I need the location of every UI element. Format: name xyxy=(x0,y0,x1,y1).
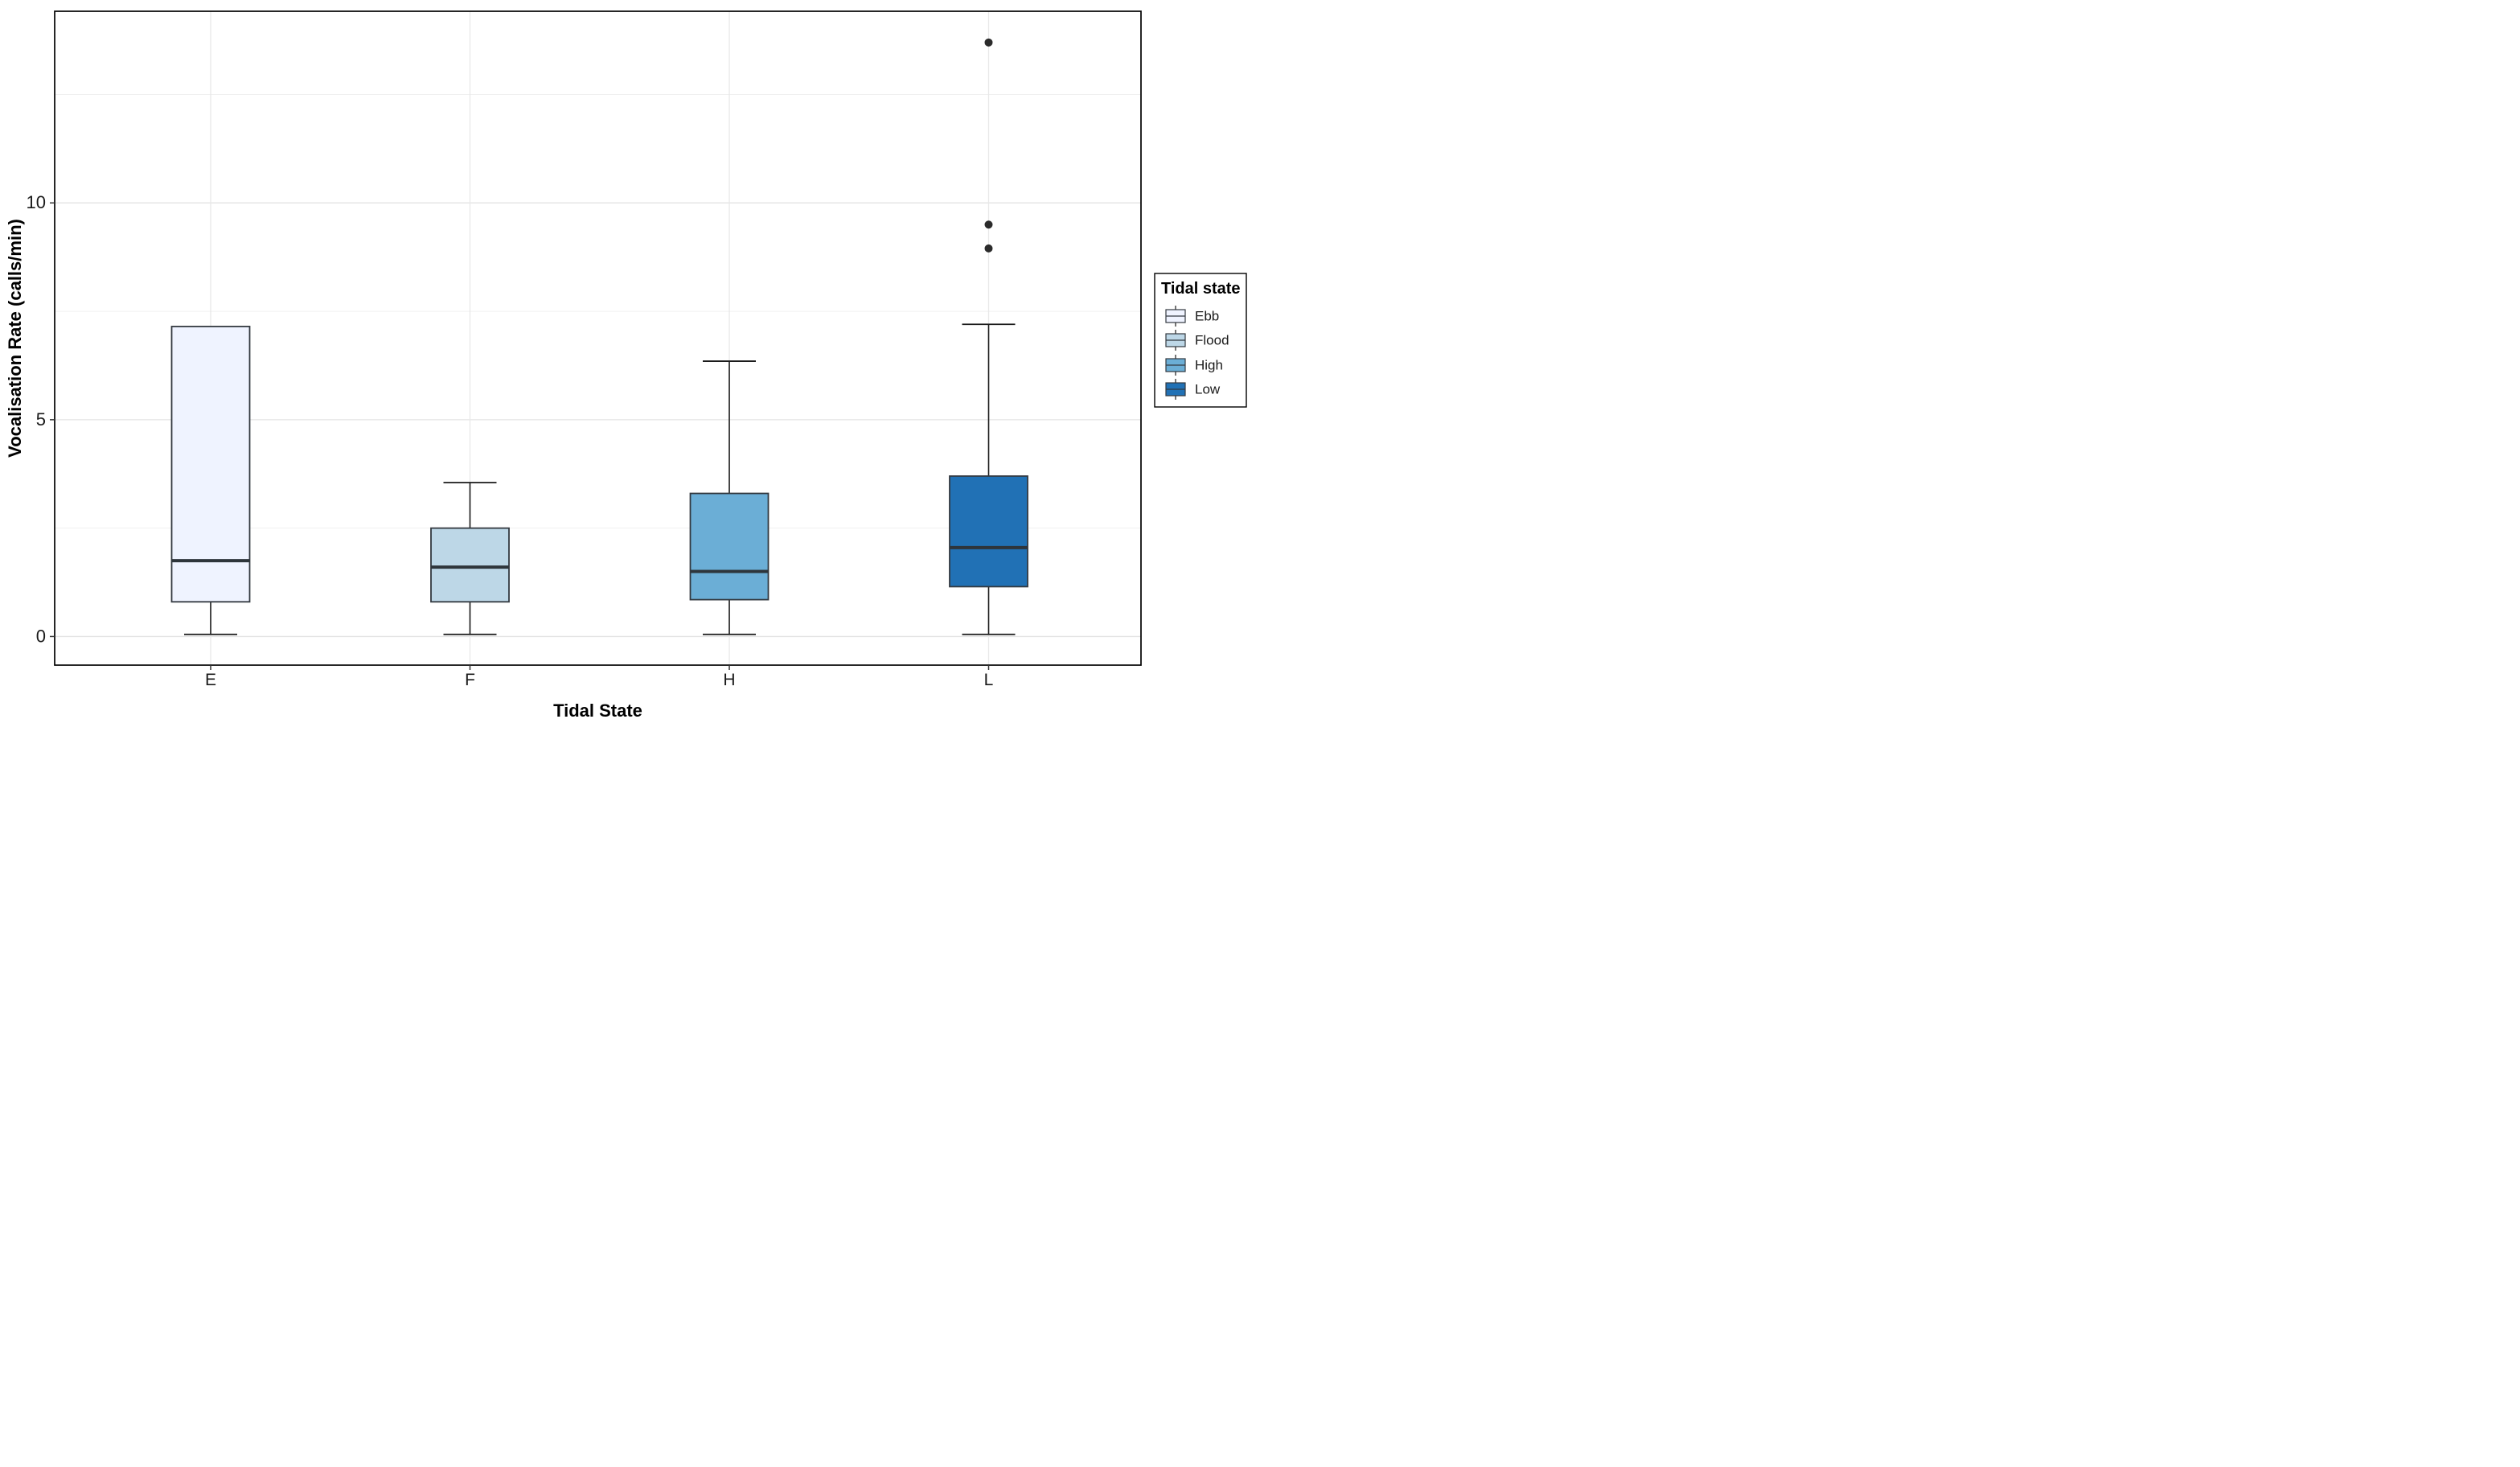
outlier-point-L xyxy=(984,38,993,47)
x-axis-title: Tidal State xyxy=(553,701,642,721)
boxplot-box-H xyxy=(689,492,770,601)
legend-title: Tidal state xyxy=(1161,280,1241,298)
legend-label-Low: Low xyxy=(1195,381,1221,397)
tidal-state-vocalisation-boxplot: 0 5 10 E F H L Vocalisation Rate (calls/min) Tid… xyxy=(5,10,1247,721)
legend-label-Ebb: Ebb xyxy=(1195,308,1219,323)
outlier-point-L xyxy=(984,220,993,229)
boxplot-box-F xyxy=(430,527,510,603)
x-tick-label-L: L xyxy=(984,671,994,689)
y-tick-label-10: 10 xyxy=(27,192,46,212)
boxplot-figure: 0 5 10 E F H L Vocalisation Rate (calls/min) Tid… xyxy=(0,0,1260,734)
legend-label-Flood: Flood xyxy=(1195,332,1229,347)
boxplot-box-L xyxy=(949,475,1028,588)
legend-label-High: High xyxy=(1195,357,1223,372)
panel-border xyxy=(54,10,1142,666)
y-tick-label-0: 0 xyxy=(36,626,46,646)
x-tick-label-E: E xyxy=(205,671,216,689)
y-tick-label-5: 5 xyxy=(36,409,46,429)
outlier-point-L xyxy=(984,244,993,253)
y-axis-title: Vocalisation Rate (calls/min) xyxy=(5,219,25,458)
x-tick-label-H: H xyxy=(723,671,735,689)
x-tick-label-F: F xyxy=(465,671,475,689)
boxplot-box-E xyxy=(170,326,251,603)
